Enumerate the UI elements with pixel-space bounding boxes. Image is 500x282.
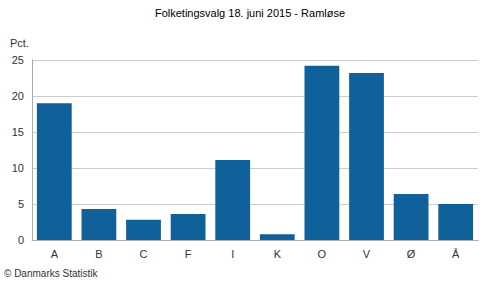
svg-text:20: 20 [12,90,24,102]
svg-text:© Danmarks Statistik: © Danmarks Statistik [4,268,99,279]
svg-text:C: C [140,248,148,260]
svg-text:O: O [318,248,327,260]
svg-text:Pct.: Pct. [10,37,29,49]
svg-text:0: 0 [18,234,24,246]
svg-text:Folketingsvalg 18. juni 2015 -: Folketingsvalg 18. juni 2015 - Ramløse [155,7,345,19]
svg-text:I: I [231,248,234,260]
svg-text:10: 10 [12,162,24,174]
svg-text:F: F [185,248,192,260]
svg-text:V: V [363,248,371,260]
svg-text:25: 25 [12,54,24,66]
svg-text:5: 5 [18,198,24,210]
svg-text:Ø: Ø [407,248,416,260]
svg-text:Å: Å [452,248,460,260]
svg-text:K: K [274,248,282,260]
svg-text:15: 15 [12,126,24,138]
svg-text:A: A [51,248,59,260]
svg-text:B: B [95,248,102,260]
